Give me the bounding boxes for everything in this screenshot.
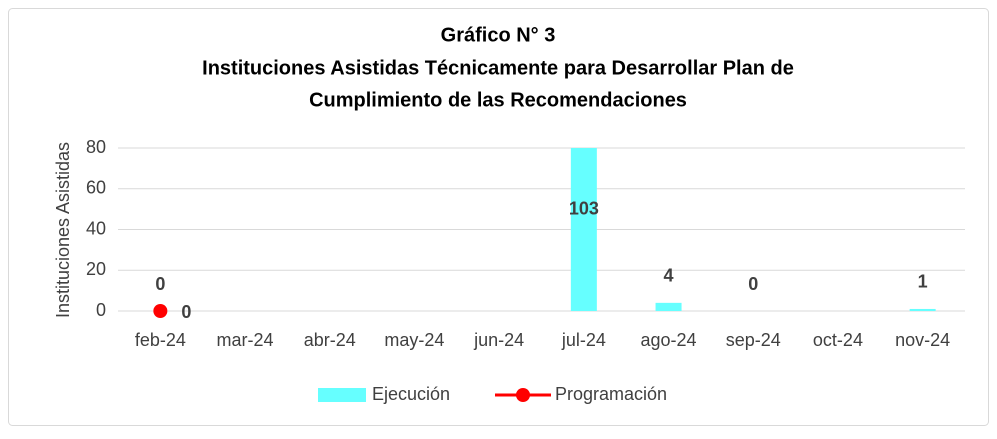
x-tick-label: nov-24 <box>895 330 950 350</box>
y-tick-label: 20 <box>86 259 106 279</box>
data-label: 0 <box>748 274 758 294</box>
legend-label: Programación <box>555 384 667 404</box>
data-label: 1 <box>918 272 928 292</box>
x-tick-label: jul-24 <box>561 330 606 350</box>
bar <box>909 308 936 311</box>
x-tick-label: abr-24 <box>304 330 356 350</box>
y-tick-label: 60 <box>86 178 106 198</box>
x-tick-label: sep-24 <box>726 330 781 350</box>
data-label: 0 <box>155 274 165 294</box>
x-tick-label: may-24 <box>384 330 444 350</box>
chart-border <box>8 8 989 426</box>
bar <box>570 148 597 311</box>
x-tick-label: jun-24 <box>473 330 524 350</box>
data-label: 4 <box>664 266 674 286</box>
data-label: 103 <box>569 198 599 218</box>
x-tick-label: mar-24 <box>217 330 274 350</box>
chart-title: Instituciones Asistidas Técnicamente par… <box>202 57 794 79</box>
legend-swatch <box>318 388 366 402</box>
legend-swatch <box>516 388 530 402</box>
chart-title: Cumplimiento de las Recomendaciones <box>309 89 687 111</box>
legend-label: Ejecución <box>372 384 450 404</box>
bar <box>655 302 682 311</box>
marker <box>153 304 168 318</box>
y-axis-label: Instituciones Asistidas <box>53 142 73 318</box>
y-tick-label: 80 <box>86 137 106 157</box>
x-tick-label: feb-24 <box>135 330 186 350</box>
y-tick-label: 0 <box>96 300 106 320</box>
data-label: 0 <box>181 302 191 322</box>
x-tick-label: ago-24 <box>641 330 697 350</box>
x-tick-label: oct-24 <box>813 330 863 350</box>
y-tick-label: 40 <box>86 218 106 238</box>
chart-title: Gráfico N° 3 <box>441 24 556 46</box>
